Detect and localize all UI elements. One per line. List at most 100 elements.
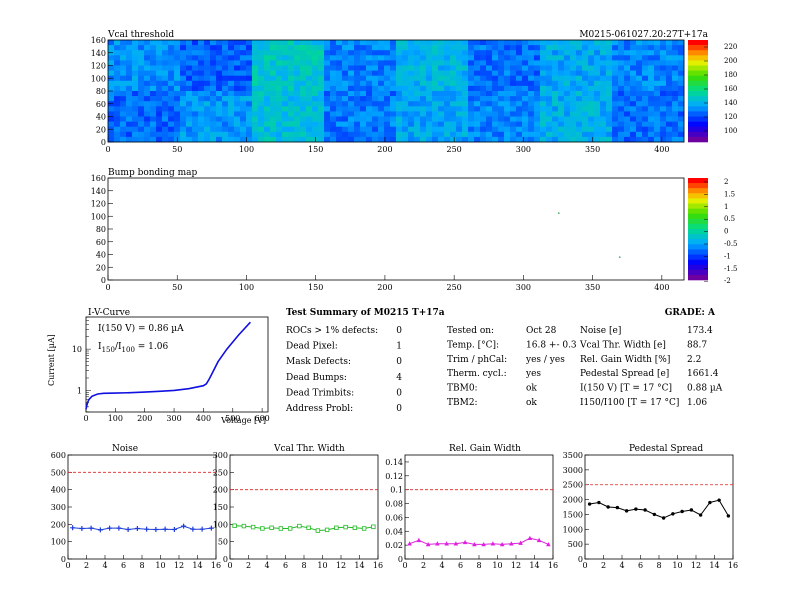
heatmap-cell <box>120 121 127 127</box>
heatmap-cell <box>414 111 421 117</box>
heatmap-cell <box>300 45 307 51</box>
heatmap-cell <box>312 60 319 66</box>
heatmap-cell <box>402 116 409 122</box>
heatmap-cell <box>282 65 289 71</box>
data-point <box>689 508 694 512</box>
heatmap-cell <box>168 45 175 51</box>
heatmap-cell <box>624 70 631 76</box>
data-point <box>698 513 703 517</box>
palette-label: -1 <box>724 252 731 260</box>
heatmap-cell <box>516 75 523 82</box>
plot-ytick-label: 50 <box>218 538 228 547</box>
heatmap-cell <box>678 126 685 133</box>
heatmap-cell <box>540 70 547 76</box>
heatmap-cell <box>348 101 355 107</box>
heatmap-cell <box>558 85 565 92</box>
heatmap-cell <box>630 121 637 127</box>
heatmap-cell <box>336 126 343 133</box>
heatmap-cell <box>552 80 559 87</box>
heatmap-cell <box>360 50 367 56</box>
heatmap-cell <box>582 126 589 133</box>
heatmap-cell <box>342 126 349 133</box>
heatmap-cell <box>336 136 343 143</box>
heatmap-cell <box>528 136 535 143</box>
vcal_map-ytick-label: 160 <box>91 36 106 45</box>
heatmap-cell <box>474 121 481 127</box>
heatmap-cell <box>564 75 571 82</box>
heatmap-cell <box>534 91 541 97</box>
heatmap-cell <box>420 65 427 71</box>
data-point <box>208 525 214 531</box>
heatmap-cell <box>510 91 517 97</box>
heatmap-cell <box>228 91 235 97</box>
plot-ytick-label: 0.08 <box>385 500 403 509</box>
heatmap-cell <box>258 60 265 66</box>
heatmap-cell <box>438 96 445 102</box>
heatmap-cell <box>276 65 283 71</box>
heatmap-cell <box>174 101 181 107</box>
heatmap-cell <box>336 91 343 97</box>
heatmap-cell <box>438 126 445 133</box>
heatmap-cell <box>570 60 577 66</box>
heatmap-cell <box>504 126 511 133</box>
heatmap-cell <box>222 116 229 122</box>
heatmap-cell <box>432 55 439 61</box>
heatmap-cell <box>576 106 583 112</box>
heatmap-cell <box>270 50 277 56</box>
heatmap-cell <box>660 60 667 66</box>
heatmap-cell <box>420 60 427 66</box>
heatmap-cell <box>636 55 643 61</box>
heatmap-cell <box>642 116 649 122</box>
series-line <box>72 525 212 531</box>
plot-xtick-label: 2 <box>601 561 606 570</box>
heatmap-cell <box>660 45 667 51</box>
heatmap-cell <box>480 75 487 82</box>
heatmap-cell <box>210 121 217 127</box>
heatmap-cell <box>444 85 451 92</box>
heatmap-cell <box>258 45 265 51</box>
heatmap-cell <box>240 116 247 122</box>
heatmap-cell <box>150 131 157 138</box>
heatmap-cell <box>204 101 211 107</box>
heatmap-cell <box>132 91 139 97</box>
heatmap-cell <box>384 121 391 127</box>
heatmap-cell <box>492 91 499 97</box>
heatmap-cell <box>540 96 547 102</box>
heatmap-cell <box>366 65 373 71</box>
heatmap-cell <box>600 65 607 71</box>
heatmap-cell <box>336 40 343 46</box>
heatmap-cell <box>414 65 421 71</box>
heatmap-cell <box>120 80 127 87</box>
heatmap-cell <box>204 96 211 102</box>
heatmap-cell <box>378 136 385 143</box>
summary-mid-label: TBM0: <box>447 384 478 394</box>
heatmap-cell <box>180 45 187 51</box>
plot-ytick-label: 500 <box>51 468 66 477</box>
heatmap-cell <box>312 96 319 102</box>
heatmap-cell <box>666 75 673 82</box>
heatmap-cell <box>654 111 661 117</box>
data-point <box>181 523 187 529</box>
heatmap-cell <box>264 60 271 66</box>
heatmap-cell <box>330 116 337 122</box>
iv-xtick-label: 100 <box>108 414 123 423</box>
heatmap-cell <box>600 131 607 138</box>
palette-swatch <box>688 223 708 230</box>
heatmap-cell <box>612 70 619 76</box>
summary-left-value: 0 <box>396 326 402 336</box>
heatmap-cell <box>402 126 409 133</box>
heatmap-cell <box>234 55 241 61</box>
heatmap-cell <box>186 116 193 122</box>
heatmap-cell <box>348 55 355 61</box>
heatmap-cell <box>444 96 451 102</box>
heatmap-cell <box>462 116 469 122</box>
heatmap-cell <box>264 106 271 112</box>
heatmap-cell <box>198 116 205 122</box>
data-point <box>287 526 293 531</box>
plot-ytick-label: 3500 <box>563 451 583 460</box>
heatmap-cell <box>222 40 229 46</box>
heatmap-cell <box>276 85 283 92</box>
heatmap-cell <box>114 85 121 92</box>
heatmap-cell <box>618 126 625 133</box>
